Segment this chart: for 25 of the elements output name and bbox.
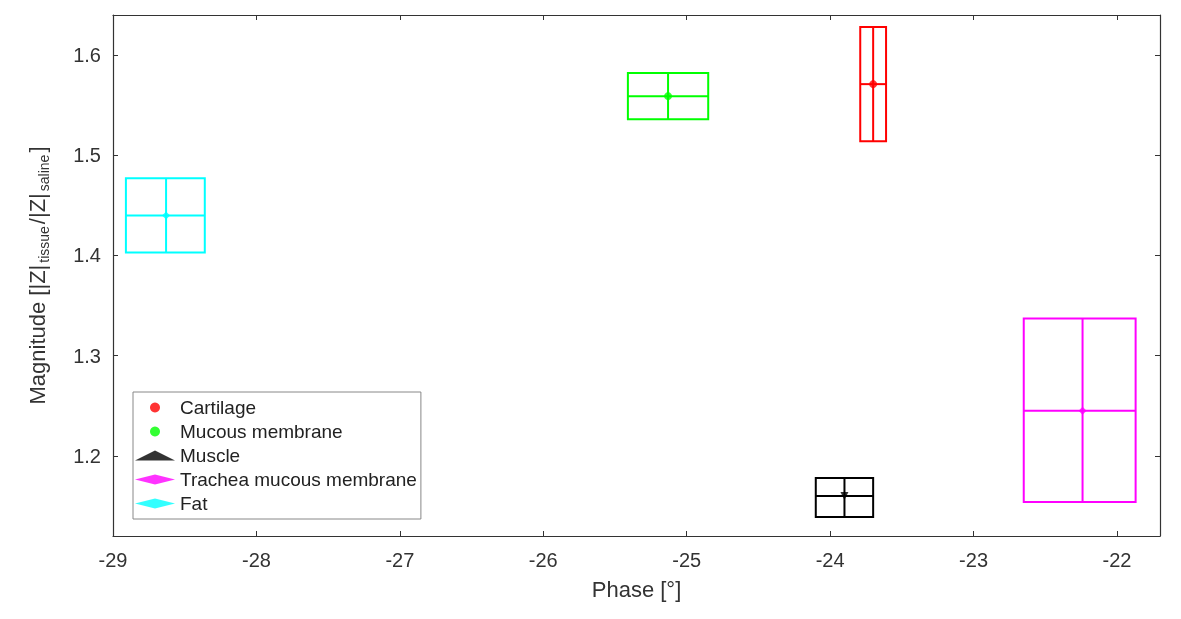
x-tick-label: -23 — [959, 549, 988, 571]
point — [664, 92, 673, 101]
x-tick-label: -25 — [672, 549, 702, 571]
x-tick-label: -28 — [241, 549, 271, 571]
y-tick-label: 1.3 — [73, 344, 101, 367]
point — [1078, 406, 1087, 415]
y-tick-label: 1.5 — [73, 144, 101, 167]
y-tick-label: 1.2 — [73, 444, 101, 467]
x-tick-label: -27 — [385, 549, 415, 571]
y-tick-label: 1.4 — [73, 244, 101, 267]
y-axis-title: Magnitude [|Z|tissue/|Z|saline] — [24, 146, 52, 405]
legend-label: Muscle — [180, 445, 241, 466]
legend-label: Trachea mucous membrane — [180, 469, 417, 490]
legend-label: Fat — [180, 493, 209, 514]
x-tick-label: -24 — [815, 549, 845, 571]
legend-label: Cartilage — [180, 397, 257, 418]
point — [162, 211, 171, 220]
x-tick-label: -26 — [528, 549, 558, 571]
x-tick-label: -22 — [1102, 549, 1132, 571]
x-axis-title: Phase [°] — [591, 576, 682, 602]
x-tick-label: -29 — [98, 549, 128, 571]
y-tick-label: 1.6 — [73, 44, 101, 67]
point — [840, 491, 849, 500]
legend-label: Mucous membrane — [180, 421, 343, 442]
point — [869, 80, 878, 89]
